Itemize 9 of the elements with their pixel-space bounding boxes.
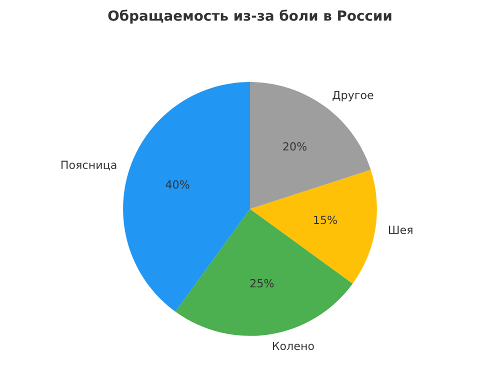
data-label: 20%	[283, 142, 306, 151]
data-label: 25%	[250, 279, 274, 288]
chart-title: Обращаемость из-за боли в России	[108, 10, 392, 24]
slice-label: Другое	[332, 90, 374, 102]
slice-label: Колено	[272, 342, 314, 350]
data-label: 15%	[314, 216, 337, 224]
data-label: 40%	[166, 180, 190, 189]
slice-label: Поясница	[61, 160, 116, 170]
slice-label: Шея	[389, 226, 412, 234]
